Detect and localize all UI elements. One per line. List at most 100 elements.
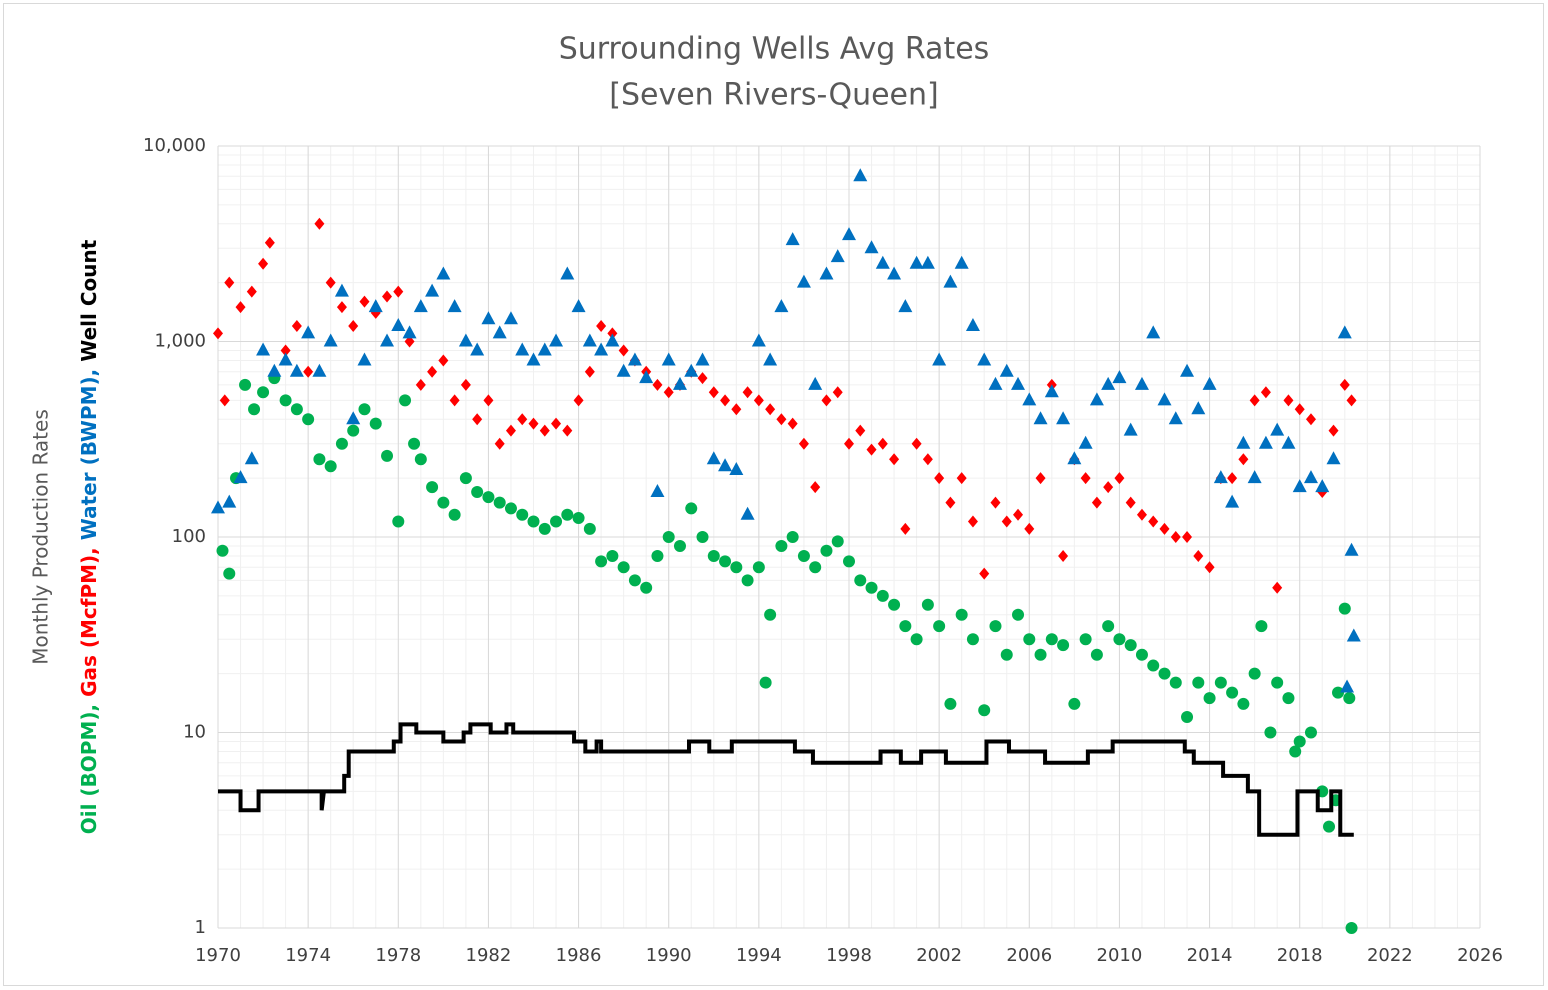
water-point <box>763 352 778 366</box>
gas-point <box>934 472 945 485</box>
oil-point <box>290 403 303 416</box>
oil-point <box>1000 648 1013 661</box>
oil-point <box>1271 676 1284 689</box>
oil-point <box>358 403 371 416</box>
oil-point <box>572 512 585 525</box>
oil-point <box>408 437 421 450</box>
water-point <box>312 363 327 377</box>
gas-point <box>1103 481 1114 494</box>
water-point <box>1022 392 1037 406</box>
water-point <box>627 352 642 366</box>
gas-point <box>404 335 415 348</box>
water-point <box>1337 325 1352 339</box>
water-point <box>1134 376 1149 390</box>
gas-point <box>956 472 967 485</box>
water-point <box>1056 411 1071 425</box>
water-point <box>470 342 485 356</box>
water-point <box>774 299 789 313</box>
gas-point <box>731 403 742 416</box>
oil-point <box>865 581 878 594</box>
gas-point <box>314 217 325 230</box>
water-point <box>492 325 507 339</box>
oil-point <box>1248 667 1261 680</box>
gas-point <box>720 394 731 407</box>
water-point <box>1270 422 1285 436</box>
well-count-line <box>218 722 1354 837</box>
gas-point <box>911 437 922 450</box>
oil-point <box>809 561 822 574</box>
gas-point <box>584 365 595 378</box>
x-tick-label: 2002 <box>916 945 962 966</box>
gas-point <box>1346 394 1357 407</box>
water-point <box>898 299 913 313</box>
water-point <box>425 283 440 297</box>
gas-point <box>1260 386 1271 399</box>
oil-point <box>673 539 686 552</box>
oil-point <box>955 608 968 621</box>
oil-point <box>651 549 664 562</box>
oil-point <box>752 561 765 574</box>
water-point <box>1344 542 1359 556</box>
oil-point <box>662 531 675 543</box>
x-tick-label: 1986 <box>556 945 602 966</box>
x-tick-label: 1970 <box>195 945 241 966</box>
legend: Oil (BOPM), Gas (McfPM), Water (BWPM), Well… <box>77 239 101 834</box>
oil-point <box>1192 676 1205 689</box>
water-point <box>650 483 665 497</box>
gas-point <box>607 327 618 340</box>
x-tick-label: 1994 <box>736 945 782 966</box>
gas-point <box>438 354 449 367</box>
oil-point <box>1158 667 1171 680</box>
gas-point <box>415 378 426 391</box>
water-point <box>909 255 924 269</box>
water-point <box>357 352 372 366</box>
oil-point <box>1323 820 1336 833</box>
gas-point <box>1182 531 1193 543</box>
y-tick-label: 1 <box>195 917 206 938</box>
water-point <box>920 255 935 269</box>
water-point <box>1292 479 1307 493</box>
chart-subtitle: [Seven Rivers-Queen] <box>609 78 939 113</box>
water-point <box>1033 411 1048 425</box>
oil-point <box>313 453 326 466</box>
gas-point <box>246 285 257 298</box>
gas-point <box>742 386 753 399</box>
water-point <box>977 352 992 366</box>
water-point <box>560 266 575 280</box>
oil-point <box>381 449 394 462</box>
water-point <box>695 352 710 366</box>
oil-point <box>1034 648 1047 661</box>
gas-point <box>798 437 809 450</box>
water-point <box>729 462 744 476</box>
gas-point <box>663 386 674 399</box>
oil-point <box>640 581 653 594</box>
oil-point <box>707 549 720 562</box>
gas-point <box>1058 549 1069 562</box>
oil-point <box>471 485 484 498</box>
oil-point <box>399 394 412 407</box>
oil-point <box>1124 639 1137 652</box>
gas-point <box>539 424 550 437</box>
oil-point <box>843 555 855 568</box>
gas-point <box>787 417 798 430</box>
oil-point <box>685 502 698 515</box>
gas-point <box>1272 581 1283 594</box>
gas-point <box>765 403 776 416</box>
y-axis-label: Monthly Production Rates <box>29 409 53 664</box>
chart-frame <box>3 3 1544 986</box>
water-point <box>447 299 462 313</box>
water-point <box>932 352 947 366</box>
water-point <box>943 274 958 288</box>
water-point <box>571 299 586 313</box>
oil-point <box>1343 692 1356 705</box>
gas-point <box>224 276 235 289</box>
oil-point <box>786 531 799 543</box>
water-point <box>1089 392 1104 406</box>
gas-point <box>235 301 246 314</box>
gas-point <box>291 320 302 333</box>
gas-point <box>821 394 832 407</box>
water-point <box>954 255 969 269</box>
water-point <box>1225 494 1240 508</box>
oil-point <box>1169 676 1182 689</box>
